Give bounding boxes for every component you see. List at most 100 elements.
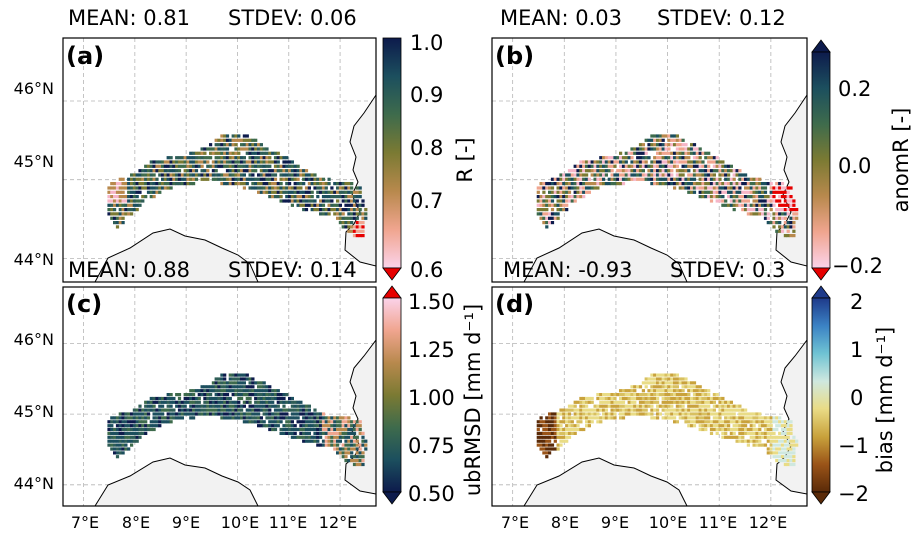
data-cell [556, 212, 560, 216]
data-cell [251, 177, 255, 181]
data-cell [746, 420, 750, 424]
data-cell [542, 190, 546, 194]
data-cell [582, 177, 586, 181]
data-cell [333, 203, 337, 207]
data-cell [138, 404, 142, 408]
data-cell [186, 412, 190, 416]
data-cell [684, 164, 688, 168]
data-cell [602, 412, 606, 416]
data-cell [237, 393, 241, 397]
data-cell [579, 160, 583, 164]
lon-label-12-c: 12°E [319, 513, 357, 532]
data-cell [616, 177, 620, 181]
data-cell [792, 212, 796, 216]
data-cell [217, 138, 221, 142]
data-cell [752, 199, 756, 203]
data-cell [231, 156, 235, 160]
data-cell [758, 420, 762, 424]
data-cell [661, 381, 665, 385]
data-cell [316, 443, 320, 447]
data-cell [604, 160, 608, 164]
data-cell [630, 396, 634, 401]
data-cell [570, 182, 574, 186]
data-cell [744, 177, 748, 181]
data-cell [304, 416, 309, 420]
data-cell [744, 199, 748, 203]
data-cell [172, 416, 176, 420]
data-cell [772, 225, 776, 229]
data-cell [110, 420, 114, 424]
data-cell [203, 160, 207, 164]
data-cell [248, 143, 252, 147]
data-cell [755, 427, 759, 432]
panel-b-land-south [523, 228, 688, 282]
data-cell [650, 385, 654, 389]
data-cell [203, 404, 207, 408]
data-cell [251, 420, 255, 424]
data-cell [570, 199, 574, 203]
data-cell [257, 385, 261, 389]
data-cell [307, 420, 311, 424]
data-cell [186, 169, 190, 173]
data-cell [570, 169, 574, 173]
data-cell [732, 190, 736, 194]
data-cell [658, 381, 662, 385]
data-cell [752, 186, 756, 190]
data-cell [273, 416, 278, 420]
data-cell [313, 408, 317, 412]
data-cell [169, 396, 173, 401]
data-cell [559, 177, 563, 181]
data-cell [695, 182, 699, 186]
data-cell [138, 431, 142, 435]
data-cell [268, 404, 272, 408]
data-cell [307, 412, 311, 416]
data-cell [675, 147, 679, 151]
data-cell [223, 400, 227, 404]
data-cell [223, 408, 227, 412]
data-cell [775, 221, 779, 225]
data-cell [358, 234, 362, 238]
data-cell [327, 182, 331, 186]
data-cell [180, 408, 184, 412]
data-cell [228, 377, 232, 381]
data-cell [658, 151, 662, 155]
data-cell [687, 151, 691, 155]
data-cell [585, 420, 589, 424]
data-cell [304, 404, 309, 408]
data-cell [118, 212, 122, 216]
data-cell [550, 203, 555, 207]
data-cell [316, 208, 320, 212]
data-cell [732, 177, 736, 181]
data-cell [545, 221, 549, 225]
data-cell [763, 216, 768, 220]
data-cell [613, 404, 617, 408]
data-cell [192, 156, 196, 160]
data-cell [718, 164, 722, 168]
data-cell [347, 195, 351, 199]
data-cell [536, 199, 540, 203]
data-cell [681, 393, 685, 397]
panel-d-colorbar-label: bias [mm d⁻¹] [873, 327, 897, 473]
data-cell [559, 186, 563, 190]
data-cell [288, 400, 292, 404]
data-cell [715, 427, 719, 432]
data-cell [559, 424, 563, 428]
data-cell [619, 393, 623, 397]
data-cell [225, 156, 230, 160]
data-cell [141, 412, 145, 416]
data-cell [789, 447, 793, 451]
data-cell [567, 416, 572, 420]
data-cell [319, 443, 323, 447]
data-cell [234, 164, 238, 168]
data-cell [738, 408, 742, 412]
data-cell [559, 420, 563, 424]
data-cell [570, 186, 574, 190]
data-cell [579, 169, 583, 173]
data-cell [638, 147, 643, 151]
data-cell [107, 195, 111, 199]
data-cell [579, 177, 583, 181]
data-cell [115, 190, 120, 194]
data-cell [127, 439, 131, 443]
data-cell [324, 416, 328, 420]
